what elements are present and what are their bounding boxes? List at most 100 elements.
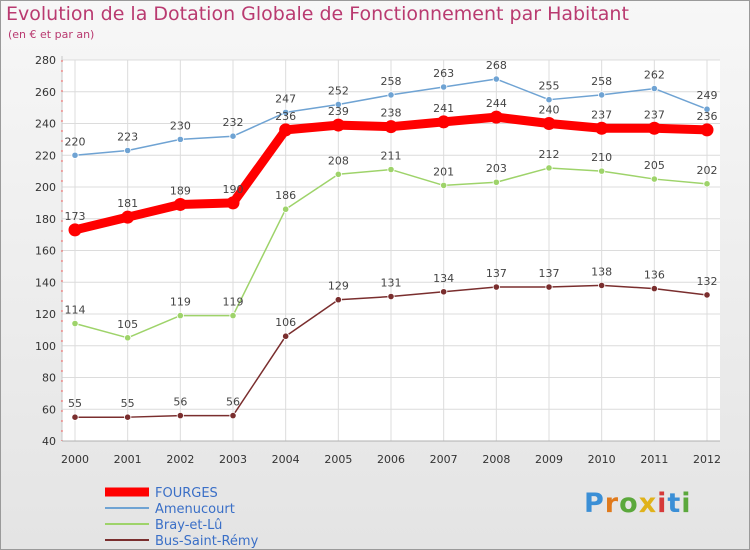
- data-label: 210: [591, 151, 612, 164]
- data-point: [334, 170, 342, 178]
- data-point: [700, 123, 714, 137]
- data-point: [650, 84, 658, 93]
- data-label: 114: [65, 304, 86, 317]
- data-point: [282, 205, 290, 213]
- data-point: [703, 105, 711, 113]
- x-tick-label: 2005: [324, 453, 352, 466]
- data-label: 263: [433, 67, 454, 80]
- data-label: 268: [486, 59, 507, 72]
- data-point: [331, 118, 345, 132]
- data-label: 249: [697, 89, 718, 102]
- data-label: 56: [226, 396, 240, 409]
- data-point: [387, 91, 395, 99]
- data-point: [492, 178, 500, 186]
- data-label: 186: [275, 189, 296, 202]
- y-tick-label: 160: [35, 245, 56, 258]
- data-label: 134: [433, 272, 454, 285]
- data-label: 211: [381, 150, 402, 163]
- data-point: [598, 281, 606, 290]
- data-point: [647, 121, 661, 135]
- data-point: [176, 135, 184, 143]
- y-tick-label: 200: [35, 181, 56, 194]
- y-tick-label: 100: [35, 340, 56, 353]
- data-label: 237: [644, 108, 665, 121]
- data-label: 239: [328, 105, 349, 118]
- y-tick-label: 180: [35, 213, 56, 226]
- legend-label: Amenucourt: [155, 502, 235, 517]
- x-tick-label: 2006: [377, 453, 405, 466]
- series-fourges: 173 181 189 190 236 239 238 241 244 240 237 237 236: [65, 97, 718, 237]
- data-point: [489, 110, 503, 124]
- data-point: [68, 223, 82, 237]
- data-label: 119: [170, 296, 191, 309]
- legend-label: Bus-Saint-Rémy: [155, 534, 259, 549]
- data-label: 119: [223, 296, 244, 309]
- data-label: 55: [68, 397, 82, 410]
- data-point: [124, 413, 132, 421]
- data-point: [650, 284, 658, 293]
- data-point: [124, 334, 132, 342]
- data-point: [176, 411, 184, 420]
- data-point: [229, 311, 237, 320]
- data-point: [384, 120, 398, 134]
- data-label: 190: [223, 183, 244, 196]
- x-tick-label: 2007: [430, 453, 458, 466]
- data-label: 262: [644, 69, 665, 82]
- x-tick-label: 2008: [482, 453, 510, 466]
- data-label: 205: [644, 159, 665, 172]
- data-label: 258: [591, 75, 612, 88]
- x-tick-label: 2000: [61, 453, 89, 466]
- data-label: 232: [223, 116, 244, 129]
- series-amenucourt: 220 223 230 232 247 252 258 263 268 255 258 262 249: [65, 59, 718, 159]
- data-label: 202: [697, 164, 718, 177]
- data-point: [545, 283, 553, 291]
- data-point: [542, 117, 556, 130]
- data-label: 138: [591, 265, 612, 278]
- data-point: [229, 132, 237, 140]
- data-point: [334, 296, 342, 304]
- x-tick-label: 2004: [272, 453, 300, 466]
- data-point: [545, 96, 553, 104]
- data-point: [226, 196, 240, 210]
- data-point: [387, 165, 395, 174]
- data-point: [282, 108, 290, 116]
- data-label: 132: [697, 275, 718, 288]
- data-point: [437, 115, 451, 129]
- data-label: 220: [65, 135, 86, 148]
- data-point: [440, 181, 448, 190]
- y-tick-label: 80: [42, 372, 56, 385]
- y-tick-label: 60: [42, 403, 56, 416]
- data-point: [545, 164, 553, 172]
- chart-subtitle: (en € et par an): [8, 28, 95, 41]
- y-tick-label: 240: [35, 118, 56, 131]
- chart-title: Evolution de la Dotation Globale de Fonc…: [6, 3, 629, 25]
- data-point: [229, 411, 237, 420]
- data-point: [440, 83, 448, 91]
- proxiti-logo: Proxiti: [584, 488, 692, 519]
- x-tick-label: 2011: [640, 453, 668, 466]
- data-label: 223: [117, 130, 138, 143]
- data-label: 137: [486, 267, 507, 280]
- data-label: 106: [275, 316, 296, 329]
- data-point: [440, 288, 448, 296]
- data-label: 247: [275, 92, 296, 105]
- data-point: [71, 151, 79, 159]
- data-point: [650, 175, 658, 183]
- x-tick-label: 2002: [166, 453, 194, 466]
- data-label: 255: [539, 80, 560, 93]
- data-point: [71, 413, 79, 421]
- data-label: 252: [328, 84, 349, 97]
- data-label: 203: [486, 162, 507, 175]
- data-point: [387, 292, 395, 301]
- y-tick-label: 120: [35, 308, 56, 321]
- data-label: 241: [433, 102, 454, 115]
- x-tick-label: 2003: [219, 453, 247, 466]
- x-tick-label: 2001: [114, 453, 142, 466]
- data-point: [492, 75, 500, 83]
- data-point: [492, 283, 500, 291]
- data-point: [124, 146, 132, 155]
- data-label: 258: [381, 75, 402, 88]
- x-tick-label: 2009: [535, 453, 563, 466]
- series-bray-et-l-: 114 105 119 119 186 208 211 201 203 212 210 205 202: [65, 148, 718, 342]
